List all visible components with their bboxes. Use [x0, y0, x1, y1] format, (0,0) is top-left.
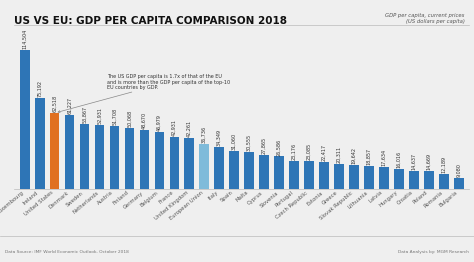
Bar [155, 132, 164, 189]
Bar [274, 156, 284, 189]
Text: 26,586: 26,586 [277, 138, 282, 156]
Text: 16,016: 16,016 [396, 151, 401, 168]
Bar [259, 155, 269, 189]
Text: 31,060: 31,060 [232, 133, 237, 150]
Text: 22,417: 22,417 [321, 143, 327, 161]
Bar [409, 171, 419, 189]
Text: 23,085: 23,085 [307, 143, 311, 160]
Text: 50,068: 50,068 [127, 110, 132, 127]
Text: 48,670: 48,670 [142, 112, 147, 129]
Text: 42,261: 42,261 [187, 119, 192, 137]
Bar [170, 137, 179, 189]
Text: 9,080: 9,080 [456, 163, 461, 177]
Text: 30,555: 30,555 [247, 134, 252, 151]
Bar [229, 151, 239, 189]
Text: 18,857: 18,857 [366, 148, 372, 165]
Text: 14,637: 14,637 [411, 153, 416, 170]
Text: 20,311: 20,311 [337, 146, 342, 163]
Bar [319, 162, 329, 189]
Text: The US GDP per capita is 1.7x of that of the EU
and is more than the GDP per cap: The US GDP per capita is 1.7x of that of… [58, 74, 230, 113]
Bar [349, 165, 359, 189]
Bar [109, 126, 119, 189]
Text: 23,176: 23,176 [292, 143, 297, 160]
Text: 61,227: 61,227 [67, 96, 72, 114]
Text: 114,504: 114,504 [22, 29, 27, 49]
Bar [50, 113, 60, 189]
Text: 53,867: 53,867 [82, 105, 87, 123]
Text: 75,192: 75,192 [37, 80, 42, 97]
Text: 46,979: 46,979 [157, 114, 162, 131]
Text: 51,708: 51,708 [112, 108, 117, 125]
Bar [80, 123, 90, 189]
Text: 34,349: 34,349 [217, 129, 222, 146]
Text: US VS EU: GDP PER CAPITA COMPARISON 2018: US VS EU: GDP PER CAPITA COMPARISON 2018 [14, 17, 287, 26]
Bar [184, 138, 194, 189]
Bar [139, 130, 149, 189]
Text: 27,865: 27,865 [262, 137, 267, 154]
Bar [65, 114, 74, 189]
Bar [304, 161, 314, 189]
Bar [35, 98, 45, 189]
Bar [289, 161, 299, 189]
Bar [125, 128, 134, 189]
Bar [334, 164, 344, 189]
Bar [424, 171, 434, 189]
Text: 42,931: 42,931 [172, 119, 177, 136]
Bar [454, 178, 464, 189]
Text: 19,642: 19,642 [352, 147, 356, 164]
Bar [364, 166, 374, 189]
Text: GDP per capita, current prices
(US dollars per capita): GDP per capita, current prices (US dolla… [385, 13, 465, 24]
Text: Data Source: IMF World Economic Outlook, October 2018: Data Source: IMF World Economic Outlook,… [5, 250, 128, 254]
Text: 36,736: 36,736 [202, 126, 207, 143]
Bar [214, 147, 224, 189]
Text: 52,931: 52,931 [97, 107, 102, 124]
Bar [20, 50, 29, 189]
Text: 12,189: 12,189 [441, 156, 447, 173]
Text: 17,634: 17,634 [382, 149, 386, 166]
Text: 14,669: 14,669 [426, 153, 431, 170]
Bar [394, 169, 404, 189]
Bar [95, 125, 104, 189]
Bar [245, 152, 254, 189]
Bar [200, 144, 209, 189]
Text: 62,518: 62,518 [52, 95, 57, 112]
Bar [439, 174, 449, 189]
Text: Data Analysis by: MGM Research: Data Analysis by: MGM Research [398, 250, 469, 254]
Bar [379, 167, 389, 189]
